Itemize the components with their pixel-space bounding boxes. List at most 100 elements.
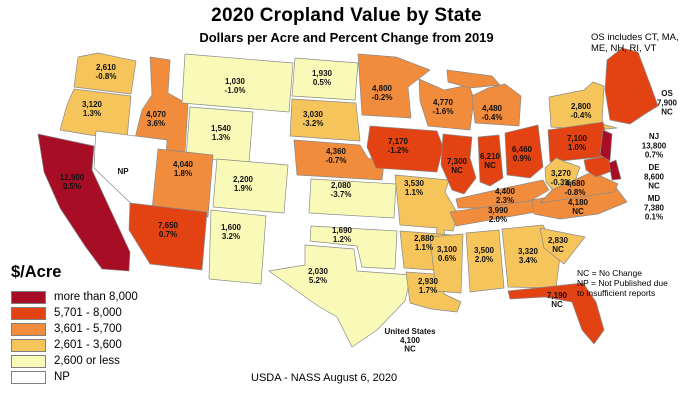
state-shape-AZ bbox=[128, 202, 208, 271]
source-text: USDA - NASS August 6, 2020 bbox=[251, 372, 398, 384]
state-shape-NJ bbox=[599, 129, 613, 162]
abbreviation-note-line1: NC = No Change bbox=[577, 268, 642, 278]
state-shape-IA bbox=[366, 125, 444, 173]
state-label-ND: 1,930 0.5% bbox=[312, 69, 333, 87]
legend-label-2: 3,601 - 5,700 bbox=[54, 323, 122, 335]
state-shape-CA bbox=[37, 133, 131, 272]
state-shape-NM bbox=[208, 209, 267, 285]
chart-subtitle: Dollars per Acre and Percent Change from… bbox=[199, 30, 494, 45]
state-label-LA: 2,930 1.7% bbox=[418, 277, 439, 295]
state-label-DE: DE 8,600 NC bbox=[644, 163, 665, 191]
legend-item-0: more than 8,000 bbox=[11, 289, 138, 305]
state-label-MN: 4,800 -0.2% bbox=[372, 84, 393, 102]
state-label-AL: 3,500 2.0% bbox=[474, 246, 495, 264]
state-label-VA: 4,680 -0.8% bbox=[565, 179, 586, 197]
legend-swatch-1 bbox=[11, 306, 46, 320]
state-label-CO: 2,200 1.9% bbox=[233, 175, 254, 193]
state-label-UT: 4,040 1.8% bbox=[173, 160, 194, 178]
state-shape-KS bbox=[308, 178, 397, 219]
state-label-NE: 4,360 -0.7% bbox=[326, 147, 347, 165]
state-label-CA: 12,900 0.5% bbox=[60, 173, 85, 191]
state-label-TX: 2,030 5.2% bbox=[308, 267, 329, 285]
state-label-GA: 3,320 3.4% bbox=[518, 247, 539, 265]
state-label-MS: 3,100 0.6% bbox=[437, 245, 458, 263]
state-label-NY: 2,800 -0.4% bbox=[571, 102, 592, 120]
os-note-line1: OS includes CT, MA, bbox=[591, 32, 679, 43]
state-label-AR: 2,880 1.1% bbox=[414, 234, 435, 252]
state-label-OR: 3,120 1.3% bbox=[82, 100, 103, 118]
state-shape-SD bbox=[289, 98, 361, 142]
state-label-WV: 3,270 -0.3% bbox=[551, 169, 572, 187]
state-label-IN: 6,210 NC bbox=[480, 152, 501, 170]
state-label-OK: 1,690 1.2% bbox=[332, 226, 353, 244]
state-shape-TX bbox=[268, 244, 412, 348]
state-shape-MT bbox=[181, 53, 294, 113]
state-label-KY: 4,400 2.3% bbox=[495, 187, 516, 205]
legend-label-0: more than 8,000 bbox=[54, 291, 138, 303]
state-shape-OK bbox=[309, 225, 398, 270]
state-shape-OH bbox=[504, 124, 544, 179]
state-label-AZ: 7,650 0.7% bbox=[158, 221, 179, 239]
legend-swatch-2 bbox=[11, 322, 46, 336]
state-shape-VA bbox=[539, 171, 619, 204]
state-shape-OR bbox=[59, 88, 132, 140]
legend-label-3: 2,601 - 3,600 bbox=[54, 339, 122, 351]
legend-label-5: NP bbox=[54, 371, 70, 383]
state-label-NM: 1,600 3.2% bbox=[221, 223, 242, 241]
us-total-label: United States 4,100 NC bbox=[384, 327, 436, 354]
state-label-WY: 1,540 1.3% bbox=[211, 124, 232, 142]
state-shape-IN bbox=[477, 134, 504, 187]
state-shape-SC bbox=[539, 227, 586, 265]
legend-swatch-0 bbox=[11, 290, 46, 304]
legend-rows: more than 8,000 5,701 - 8,000 3,601 - 5,70… bbox=[11, 289, 138, 385]
state-shape-DE bbox=[608, 159, 622, 181]
state-shape-CO bbox=[212, 158, 289, 214]
state-label-MO: 3,530 1.1% bbox=[404, 179, 425, 197]
state-label-OH: 6,460 0.9% bbox=[512, 145, 533, 163]
legend-label-4: 2,600 or less bbox=[54, 355, 120, 367]
state-shape-OS bbox=[604, 47, 659, 125]
legend-item-5: NP bbox=[11, 369, 138, 385]
abbreviation-note-line2: NP = Not Published due bbox=[577, 277, 668, 288]
state-shape-AL bbox=[465, 229, 505, 293]
state-label-IL: 7,300 NC bbox=[447, 157, 468, 175]
state-label-SC: 2,830 NC bbox=[548, 236, 569, 254]
chart-title: 2020 Cropland Value by State bbox=[211, 5, 482, 26]
os-note: OS includes CT, MA, ME, NH, RI, VT bbox=[591, 32, 679, 54]
abbreviation-note-line3: to insufficient reports bbox=[577, 287, 656, 298]
legend-item-3: 2,601 - 3,600 bbox=[11, 337, 138, 353]
legend-swatch-4 bbox=[11, 354, 46, 368]
state-shape-MS bbox=[429, 233, 464, 294]
state-label-PA: 7,100 1.0% bbox=[567, 134, 588, 152]
legend-swatch-3 bbox=[11, 338, 46, 352]
state-label-TN: 3,990 2.0% bbox=[488, 206, 509, 224]
state-label-WA: 2,610 -0.8% bbox=[96, 63, 117, 81]
state-label-ID: 4,070 3.6% bbox=[146, 110, 167, 128]
state-label-MD: MD 7,380 0.1% bbox=[644, 194, 665, 222]
legend-title: $/Acre bbox=[11, 263, 62, 281]
state-label-MT: 1,030 -1.0% bbox=[225, 77, 246, 95]
state-label-NC: 4,180 NC bbox=[568, 198, 589, 216]
state-shape-MO bbox=[394, 174, 459, 238]
state-label-FL: 7,190 NC bbox=[547, 291, 568, 309]
state-shape-MN bbox=[357, 53, 431, 119]
legend-item-2: 3,601 - 5,700 bbox=[11, 321, 138, 337]
state-label-WI: 4,770 -1.6% bbox=[433, 98, 454, 116]
state-shape-WA bbox=[73, 52, 137, 95]
state-shape-WI bbox=[418, 78, 475, 131]
state-shape-KY bbox=[455, 179, 550, 209]
state-label-IA: 7,170 -1.2% bbox=[388, 137, 409, 155]
legend-swatch-5 bbox=[11, 370, 46, 384]
state-label-MI: 4,480 -0.4% bbox=[482, 104, 503, 122]
state-shape-MI bbox=[446, 69, 522, 127]
os-note-line2: ME, NH, RI, VT bbox=[591, 42, 657, 54]
abbreviation-note: NC = No Change NP = Not Published due to… bbox=[577, 268, 668, 298]
state-label-NV: NP bbox=[117, 167, 129, 176]
state-shape-UT bbox=[151, 148, 214, 218]
state-label-OS: OS 7,900 NC bbox=[657, 89, 678, 117]
state-shape-FL bbox=[507, 282, 605, 345]
state-label-NJ: NJ 13,800 0.7% bbox=[642, 132, 667, 160]
legend-item-4: 2,600 or less bbox=[11, 353, 138, 369]
